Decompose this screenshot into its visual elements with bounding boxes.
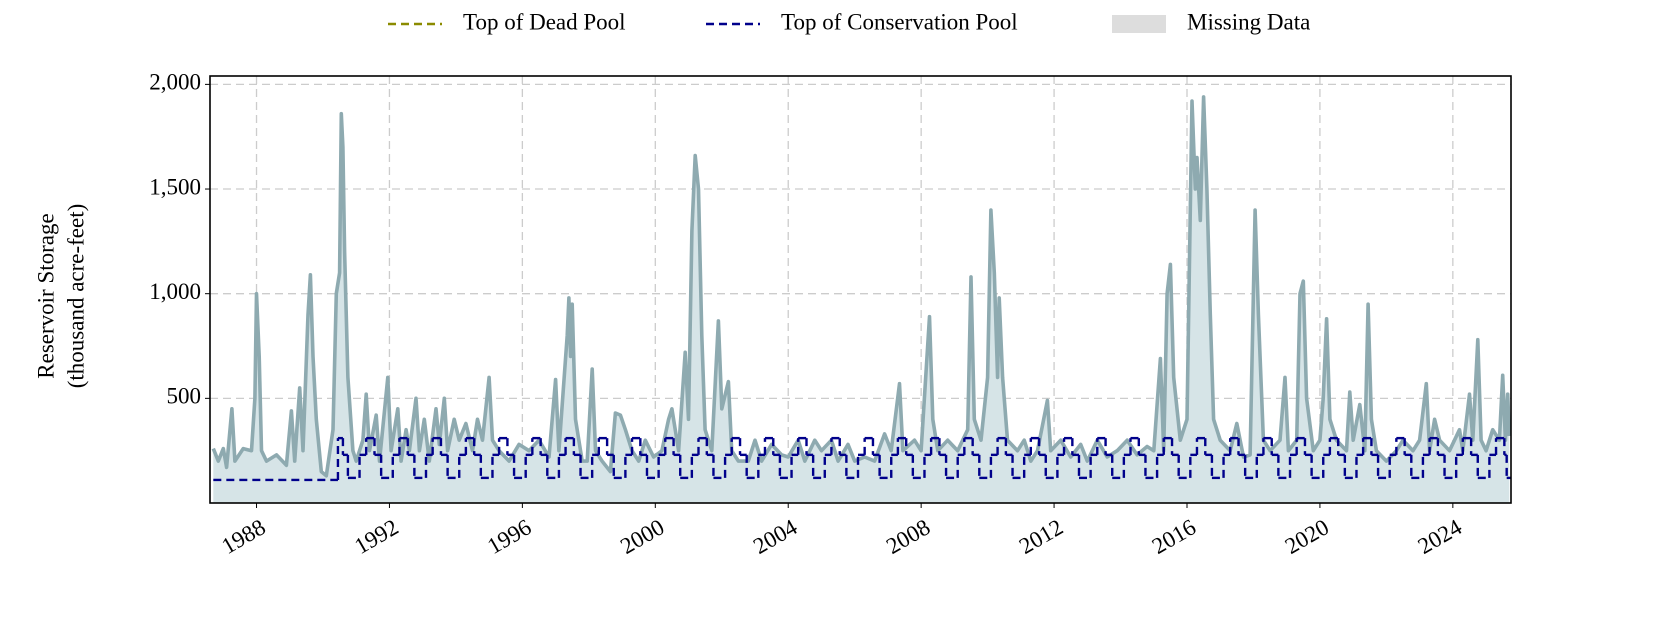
plot-area: [211, 95, 1511, 503]
y-tick-label: 1,000: [149, 279, 201, 304]
x-tick-label: 2012: [1015, 514, 1067, 559]
y-tick-label: 500: [167, 384, 202, 409]
y-tick-label: 1,500: [149, 174, 201, 199]
x-tick-label: 2004: [749, 514, 802, 559]
x-tick-label: 2024: [1414, 514, 1467, 559]
x-tick-label: 1992: [350, 514, 402, 559]
legend-label: Top of Conservation Pool: [781, 9, 1018, 34]
x-tick-label: 2008: [882, 514, 934, 559]
plot-frame: [209, 75, 1512, 504]
legend-label: Missing Data: [1187, 9, 1310, 34]
legend-swatch: [1112, 15, 1166, 33]
legend-label: Top of Dead Pool: [463, 9, 626, 34]
x-tick-label: 2016: [1148, 514, 1200, 559]
y-axis-title: (thousand acre-feet): [63, 204, 88, 389]
storage-area: [213, 96, 1510, 503]
y-tick-label: 2,000: [149, 70, 201, 95]
x-tick-label: 1996: [483, 514, 535, 559]
storage-line: [211, 95, 1511, 478]
y-axis-title: Reservoir Storage: [33, 213, 58, 378]
x-tick-label: 2000: [616, 514, 668, 559]
x-tick-label: 1988: [217, 514, 269, 559]
x-tick-label: 2020: [1281, 514, 1333, 559]
